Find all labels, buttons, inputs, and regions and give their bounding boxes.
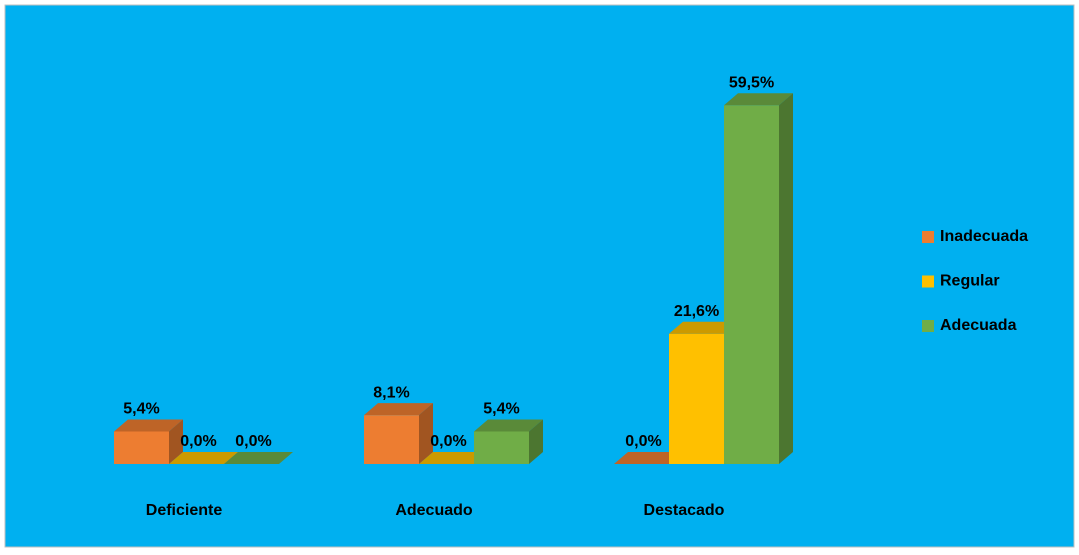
bar-front (724, 105, 779, 464)
bar (169, 452, 238, 464)
bar-front (474, 431, 529, 464)
bar-side (779, 93, 793, 464)
bar-side (529, 419, 543, 464)
bar-top (419, 452, 488, 464)
data-label: 21,6% (674, 303, 719, 320)
legend-swatch (922, 320, 934, 332)
bar (419, 452, 488, 464)
legend-swatch (922, 275, 934, 288)
bar-top (474, 419, 543, 432)
bar-side (419, 403, 433, 464)
data-label: 8,1% (373, 384, 409, 401)
data-label: 5,4% (123, 401, 159, 418)
bar-front (669, 333, 724, 464)
bar-top (724, 93, 793, 106)
x-tick-label: Destacado (644, 502, 725, 519)
bar-top (669, 321, 738, 334)
data-label: 0,0% (235, 433, 271, 450)
bar-top (169, 452, 238, 464)
bar-top (364, 403, 433, 416)
data-label: 59,5% (729, 74, 774, 91)
bar-side (169, 419, 183, 464)
bar (364, 403, 433, 464)
bar (224, 452, 293, 464)
data-label: 0,0% (180, 433, 216, 450)
legend-swatch (922, 231, 934, 243)
bar-top (614, 452, 683, 464)
legend-label: Adecuada (940, 317, 1017, 334)
bar-front (364, 415, 419, 464)
data-label: 5,4% (483, 401, 519, 418)
bar (114, 419, 183, 464)
bar-front (114, 431, 169, 464)
legend-label: Inadecuada (940, 228, 1028, 245)
bar-top (224, 452, 293, 464)
chart-area (4, 4, 1075, 548)
bar (614, 452, 683, 464)
x-tick-label: Adecuado (395, 502, 473, 519)
bar-top (114, 419, 183, 432)
data-label: 0,0% (625, 433, 661, 450)
legend-label: Regular (940, 273, 1000, 290)
bar (724, 93, 793, 464)
data-label: 0,0% (430, 433, 466, 450)
bar (474, 419, 543, 464)
x-tick-label: Deficiente (146, 502, 223, 519)
